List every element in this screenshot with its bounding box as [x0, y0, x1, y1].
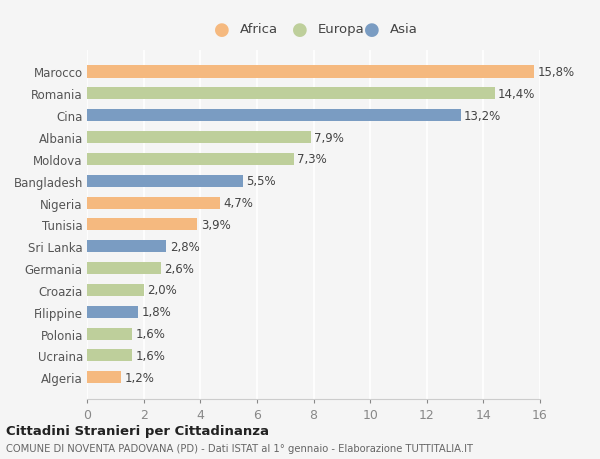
Text: Europa: Europa — [318, 23, 365, 36]
Bar — [87, 197, 220, 209]
Text: 2,0%: 2,0% — [147, 284, 177, 297]
Text: Cittadini Stranieri per Cittadinanza: Cittadini Stranieri per Cittadinanza — [6, 424, 269, 437]
Bar — [87, 67, 535, 78]
Bar — [87, 371, 121, 383]
Text: 14,4%: 14,4% — [498, 88, 535, 101]
Text: 13,2%: 13,2% — [464, 109, 502, 123]
Text: ●: ● — [292, 21, 308, 39]
Bar — [87, 88, 494, 100]
Bar — [87, 284, 143, 297]
Bar — [87, 350, 133, 362]
Bar — [87, 328, 133, 340]
Bar — [87, 219, 197, 231]
Text: 15,8%: 15,8% — [538, 66, 575, 79]
Text: 1,6%: 1,6% — [136, 349, 166, 362]
Bar — [87, 110, 461, 122]
Bar — [87, 241, 166, 253]
Text: ●: ● — [214, 21, 230, 39]
Text: 1,6%: 1,6% — [136, 327, 166, 341]
Text: Africa: Africa — [240, 23, 278, 36]
Text: 7,3%: 7,3% — [297, 153, 327, 166]
Text: ●: ● — [364, 21, 380, 39]
Text: 4,7%: 4,7% — [223, 196, 253, 210]
Text: Asia: Asia — [390, 23, 418, 36]
Text: 7,9%: 7,9% — [314, 131, 344, 144]
Text: 2,8%: 2,8% — [170, 240, 199, 253]
Bar — [87, 306, 138, 318]
Text: 2,6%: 2,6% — [164, 262, 194, 275]
Bar — [87, 175, 243, 187]
Bar — [87, 153, 293, 166]
Text: 3,9%: 3,9% — [201, 218, 230, 231]
Bar — [87, 263, 161, 274]
Text: 1,8%: 1,8% — [142, 306, 171, 319]
Text: 5,5%: 5,5% — [246, 175, 276, 188]
Bar — [87, 132, 311, 144]
Text: 1,2%: 1,2% — [124, 371, 154, 384]
Text: COMUNE DI NOVENTA PADOVANA (PD) - Dati ISTAT al 1° gennaio - Elaborazione TUTTIT: COMUNE DI NOVENTA PADOVANA (PD) - Dati I… — [6, 443, 473, 453]
